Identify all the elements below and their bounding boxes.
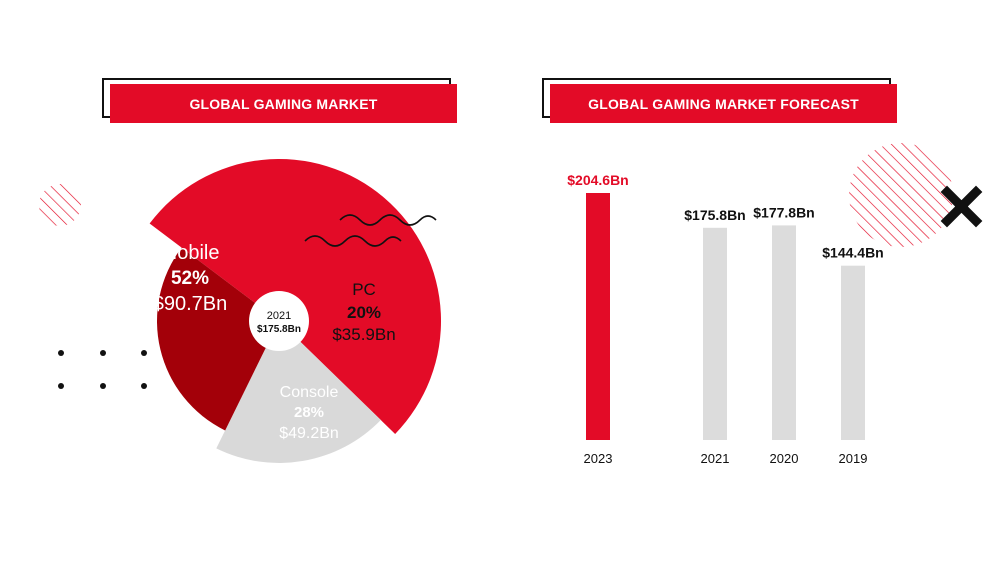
pie-center-circle — [249, 291, 309, 351]
bar-category-label-2021: 2021 — [701, 451, 730, 466]
bar-2020 — [772, 225, 796, 440]
bar-value-label-2021: $175.8Bn — [684, 207, 745, 223]
squiggle-line-top — [339, 214, 437, 226]
squiggle-line-bottom — [304, 235, 402, 247]
slice-label-pc-value: $35.9Bn — [332, 325, 395, 344]
slice-label-console-name: Console — [280, 384, 339, 401]
left-title: GLOBAL GAMING MARKET — [110, 84, 457, 123]
bar-category-label-2020: 2020 — [770, 451, 799, 466]
hatched-circle-left — [39, 184, 81, 226]
slice-label-mobile-percent: 52% — [171, 268, 209, 289]
slice-label-console-percent: 28% — [294, 404, 324, 421]
bar-category-label-2019: 2019 — [839, 451, 868, 466]
hatched-circle-right — [849, 143, 953, 247]
right-title: GLOBAL GAMING MARKET FORECAST — [550, 84, 897, 123]
pie-slice-console — [157, 247, 279, 431]
slice-label-pc-name: PC — [352, 280, 376, 299]
dot-grid — [58, 350, 147, 389]
slice-label-console-value: $49.2Bn — [279, 425, 339, 442]
pie-center-year: 2021 — [267, 310, 291, 322]
bar-2019 — [841, 265, 865, 440]
bar-category-label-2023: 2023 — [584, 451, 613, 466]
bar-value-label-2023: $204.6Bn — [567, 172, 628, 188]
slice-label-mobile-name: Mobile — [161, 242, 220, 264]
bar-value-label-2019: $144.4Bn — [822, 245, 883, 261]
slice-label-pc-percent: 20% — [347, 303, 381, 322]
bar-value-label-2020: $177.8Bn — [753, 204, 814, 220]
pie-slice-pc — [216, 321, 381, 463]
bar-2021 — [703, 227, 727, 440]
bar-chart: $204.6Bn 2023 $175.8Bn 2021 $177.8Bn 2020 $144… — [567, 172, 883, 466]
slice-label-mobile-value: $90.7Bn — [153, 293, 228, 315]
x-mark-icon — [940, 185, 983, 228]
pie-center-total: $175.8Bn — [257, 324, 301, 335]
bar-2023 — [586, 193, 610, 440]
